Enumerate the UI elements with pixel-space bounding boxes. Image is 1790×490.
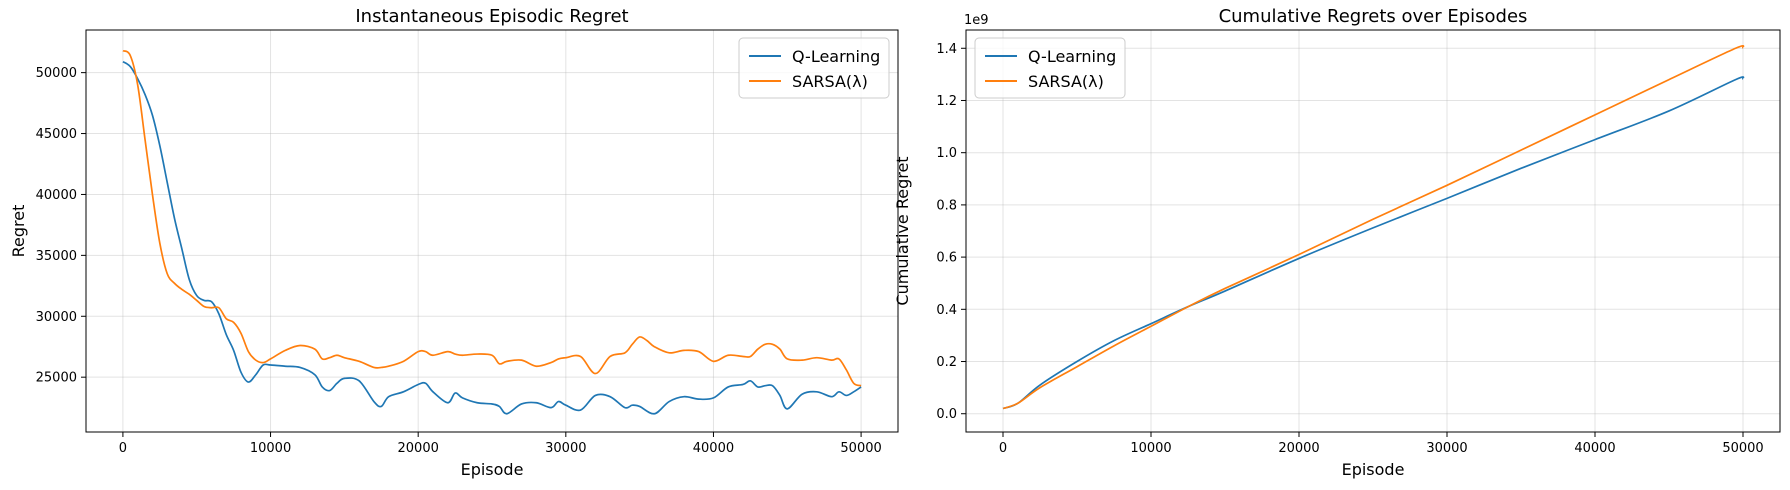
series-lines (1002, 44, 1745, 410)
legend-label-q-learning: Q-Learning (1028, 47, 1116, 66)
x-tick-label: 50000 (840, 441, 881, 456)
y-tick-label: 0.0 (936, 407, 957, 422)
series-lines (122, 49, 862, 415)
y-tick-label: 25000 (36, 371, 77, 386)
series-line-q-learning (122, 60, 862, 415)
y-tick-label: 0.8 (936, 198, 957, 213)
legend: Q-Learning SARSA(λ) (738, 37, 890, 99)
chart-panel-2: 0 10000 20000 30000 40000 50000 0.0 0.2 0.4 0.6 0.… (893, 6, 1781, 479)
x-tick-label: 30000 (1426, 441, 1467, 456)
y-tick-label: 0.4 (936, 303, 957, 318)
x-axis-label: Episode (461, 460, 524, 479)
y-tick-label: 0.6 (936, 251, 957, 266)
y-axis-label: Regret (9, 205, 28, 258)
chart-panel-1: 0 10000 20000 30000 40000 50000 25000 30000 3500… (9, 6, 899, 479)
y-offset-label: 1e9 (964, 13, 989, 28)
legend-label-sarsa-lambda: SARSA(λ) (792, 72, 868, 91)
x-tick-label: 30000 (545, 441, 586, 456)
y-tick-label: 1.4 (936, 42, 957, 57)
axes-frame (965, 29, 1781, 433)
legend-box (974, 37, 1126, 99)
series-line-sarsa-lambda (1002, 44, 1745, 410)
chart-title: Cumulative Regrets over Episodes (1219, 6, 1528, 27)
x-tick-label: 50000 (1722, 441, 1763, 456)
y-tick-label: 45000 (36, 127, 77, 142)
y-axis-label: Cumulative Regret (893, 156, 912, 305)
chart-title: Instantaneous Episodic Regret (355, 6, 628, 27)
y-tick-label: 0.2 (936, 355, 957, 370)
x-tick-label: 20000 (398, 441, 439, 456)
x-tick-label: 40000 (693, 441, 734, 456)
x-tick-label: 10000 (250, 441, 291, 456)
y-tick-label: 40000 (36, 188, 77, 203)
axes-frame (85, 29, 899, 433)
legend-box (738, 37, 890, 99)
x-tick-label: 0 (999, 441, 1007, 456)
x-tick-label: 40000 (1574, 441, 1615, 456)
legend-label-q-learning: Q-Learning (792, 47, 880, 66)
y-tick-label: 1.0 (936, 146, 957, 161)
y-tick-label: 35000 (36, 249, 77, 264)
y-tick-label: 1.2 (936, 94, 957, 109)
x-tick-label: 10000 (1130, 441, 1171, 456)
x-tick-label: 0 (119, 441, 127, 456)
series-line-sarsa-lambda (122, 49, 862, 387)
y-tick-label: 50000 (36, 66, 77, 81)
x-tick-label: 20000 (1278, 441, 1319, 456)
legend-label-sarsa-lambda: SARSA(λ) (1028, 72, 1104, 91)
x-axis-label: Episode (1342, 460, 1405, 479)
series-line-q-learning (1002, 76, 1745, 410)
legend: Q-Learning SARSA(λ) (974, 37, 1126, 99)
y-tick-label: 30000 (36, 310, 77, 325)
